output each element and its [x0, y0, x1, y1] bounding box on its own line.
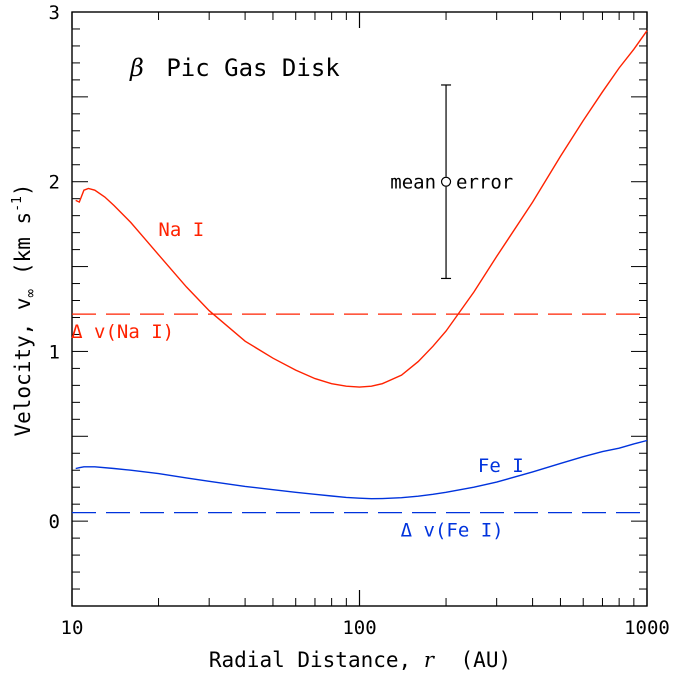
- y-axis-label-close: ): [11, 183, 35, 196]
- y-axis-label-prefix: Velocity, v: [11, 297, 35, 436]
- reference-line-label: Δ v(Na I): [71, 321, 174, 343]
- chart-title: β Pic Gas Disk: [129, 54, 340, 82]
- series-line: [75, 30, 648, 388]
- plot-frame: [71, 11, 648, 607]
- x-axis-label: Radial Distance, r (AU): [209, 648, 511, 672]
- y-tick-label: 0: [49, 511, 60, 533]
- series-lines: [75, 30, 648, 500]
- mean-error-bar: mean error: [390, 84, 513, 280]
- x-axis-label-var: r: [424, 648, 436, 672]
- title-symbol: β: [129, 54, 144, 82]
- series-line: [75, 439, 648, 500]
- x-tick-label: 10: [61, 617, 84, 639]
- title-text: Pic Gas Disk: [166, 54, 340, 82]
- reference-line-label: Δ v(Fe I): [401, 520, 504, 542]
- y-tick-label: 1: [49, 341, 60, 363]
- x-tick-label: 100: [342, 617, 376, 639]
- y-tick-label: 2: [49, 172, 60, 194]
- reference-lines: Δ v(Na I) Δ v(Fe I): [71, 313, 647, 542]
- x-axis-label-prefix: Radial Distance,: [209, 648, 411, 672]
- series-label: Fe I: [478, 455, 524, 477]
- x-tick-label: 1000: [624, 617, 670, 639]
- error-bar-label-error: error: [456, 172, 513, 194]
- y-axis-label-unit: (km s: [11, 212, 35, 275]
- annotations: Na I Fe I: [158, 219, 523, 477]
- mean-point: [440, 176, 452, 187]
- y-axis-label-sub: ∞: [23, 288, 39, 297]
- y-axis-label: Velocity, v∞ (km s-1): [10, 183, 39, 436]
- series-label: Na I: [158, 219, 204, 241]
- y-axis-label-exp: -1: [10, 196, 25, 212]
- axis-ticks: 10 100 1000 0 1 2 3: [49, 2, 670, 639]
- x-axis-label-unit: (AU): [461, 648, 512, 672]
- y-tick-label: 3: [49, 2, 60, 24]
- error-bar-label-mean: mean: [390, 172, 436, 194]
